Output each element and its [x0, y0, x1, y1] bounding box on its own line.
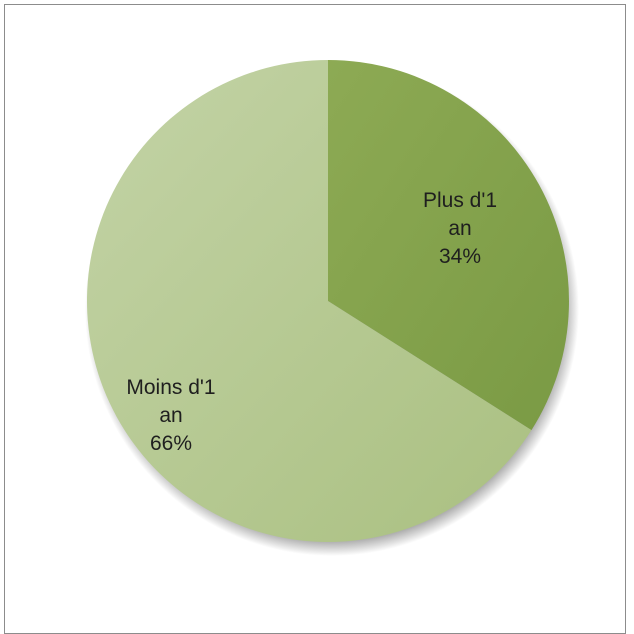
pie-chart: Plus d'1 an 34% Moins d'1 an 66% [85, 60, 579, 556]
slice-label-1-line-1: an [159, 404, 182, 427]
slice-label-1-line-2: 66% [150, 432, 192, 455]
pie-slice-0 [328, 60, 569, 431]
slice-label-1-line-0: Moins d'1 [126, 376, 215, 399]
chart-frame: Plus d'1 an 34% Moins d'1 an 66% [4, 4, 626, 634]
slice-label-0-line-0: Plus d'1 [423, 189, 497, 212]
pie-slice-1 [86, 60, 532, 542]
slice-label-0-line-1: an [448, 217, 471, 240]
slice-label-0-line-2: 34% [439, 245, 481, 268]
